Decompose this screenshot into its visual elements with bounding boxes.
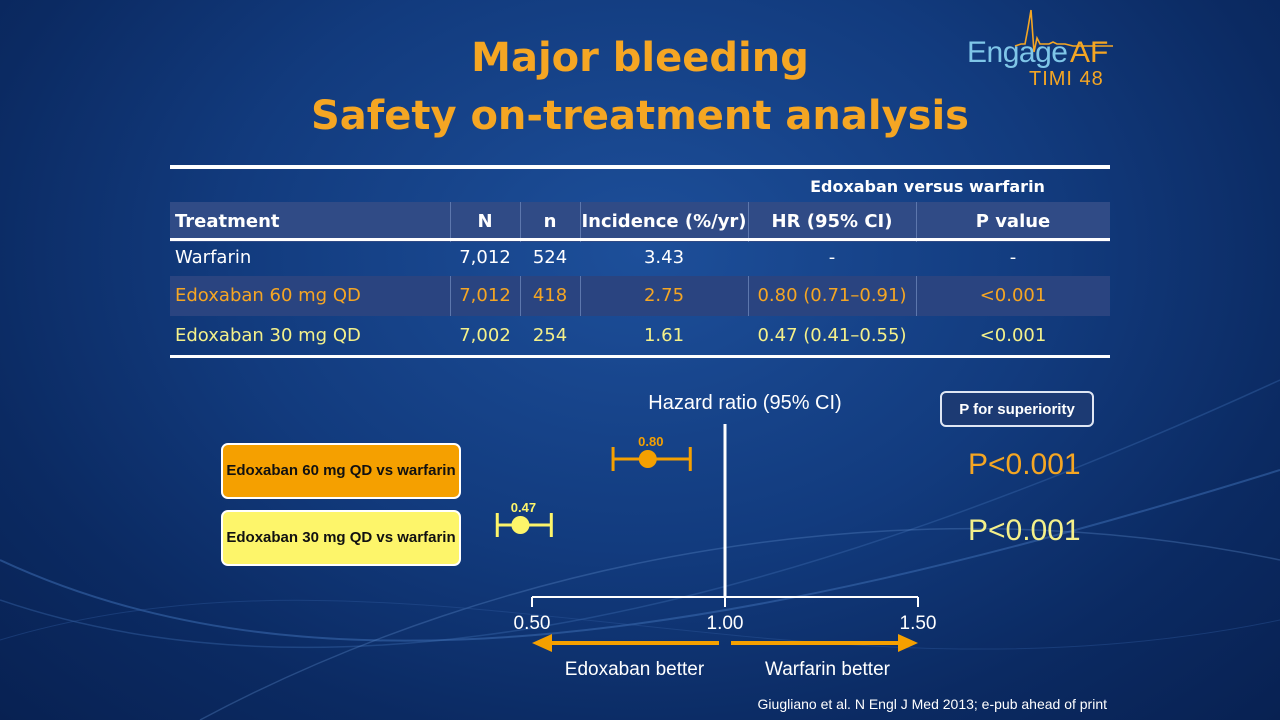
p-value-30mg: P<0.001 — [968, 514, 1081, 547]
table-cell: - — [1009, 247, 1017, 268]
p-value-60mg: P<0.001 — [968, 448, 1081, 481]
table-cell: - — [828, 247, 836, 268]
logo-engage-text: Engage — [967, 36, 1068, 69]
hr-point — [638, 450, 657, 468]
table-cell: 418 — [532, 285, 568, 306]
direction-label-left: Edoxaban better — [565, 659, 705, 680]
comparison-label-60mg: Edoxaban 60 mg QD vs warfarin — [221, 443, 461, 499]
table-cell: 254 — [532, 325, 568, 346]
table-cell: 0.80 (0.71–0.91) — [757, 285, 907, 306]
axis-title: Hazard ratio (95% CI) — [648, 392, 842, 414]
table-cell: Edoxaban 60 mg QD — [175, 285, 361, 306]
table-header-row: Treatment N n Incidence (%/yr) HR (95% C… — [170, 202, 1110, 242]
header-treatment: Treatment — [175, 211, 280, 232]
table-cell: Edoxaban 30 mg QD — [175, 325, 361, 346]
hr-point — [511, 516, 530, 534]
logo-timi-text: TIMI 48 — [1029, 68, 1104, 90]
p-superiority-badge: P for superiority — [940, 391, 1094, 427]
table-cell: 7,002 — [459, 325, 511, 346]
table-cell: 0.47 (0.41–0.55) — [757, 325, 907, 346]
x-tick-label: 1.50 — [900, 613, 937, 634]
table-cell: Warfarin — [175, 247, 252, 268]
arrow-left-head — [532, 634, 552, 652]
table-top-rule — [170, 165, 1110, 169]
comparison-label-30mg: Edoxaban 30 mg QD vs warfarin — [221, 510, 461, 566]
slide-title: Major bleeding — [471, 35, 809, 81]
table-cell: 3.43 — [643, 247, 685, 268]
table-cell: 524 — [532, 247, 568, 268]
header-hr: HR (95% CI) — [771, 211, 893, 232]
table-cell: 1.61 — [643, 325, 685, 346]
table-cell: <0.001 — [979, 325, 1047, 346]
table-cell: 7,012 — [459, 247, 511, 268]
citation: Giugliano et al. N Engl J Med 2013; e-pu… — [757, 696, 1107, 712]
x-tick-label: 0.50 — [514, 613, 551, 634]
engage-af-logo: Engage AF TIMI 48 — [965, 8, 1115, 90]
header-incidence: Incidence (%/yr) — [581, 211, 747, 232]
table-row: Edoxaban 30 mg QD 7,002 254 1.61 0.47 (0.41–… — [170, 316, 1110, 356]
logo-af-text: AF — [1070, 36, 1109, 69]
slide-subtitle: Safety on-treatment analysis — [310, 93, 969, 139]
header-p-value: P value — [975, 211, 1051, 232]
table-cell: 2.75 — [643, 285, 685, 306]
table-row: Warfarin 7,012 524 3.43 - - — [170, 238, 1110, 278]
table-cell: <0.001 — [979, 285, 1047, 306]
hr-data-label: 0.47 — [511, 500, 536, 515]
ecg-trace-icon — [1014, 9, 1113, 53]
table-supertitle: Edoxaban versus warfarin — [810, 177, 1045, 196]
header-n-total: N — [477, 211, 493, 232]
table-header-rule — [170, 238, 1110, 241]
arrow-right-head — [898, 634, 918, 652]
header-n-events: n — [543, 211, 557, 232]
hr-data-label: 0.80 — [638, 434, 663, 449]
direction-label-right: Warfarin better — [765, 659, 891, 680]
table-row: Edoxaban 60 mg QD 7,012 418 2.75 0.80 (0.71–… — [170, 276, 1110, 316]
table-bottom-rule — [170, 355, 1110, 358]
x-tick-label: 1.00 — [707, 613, 744, 634]
table-cell: 7,012 — [459, 285, 511, 306]
